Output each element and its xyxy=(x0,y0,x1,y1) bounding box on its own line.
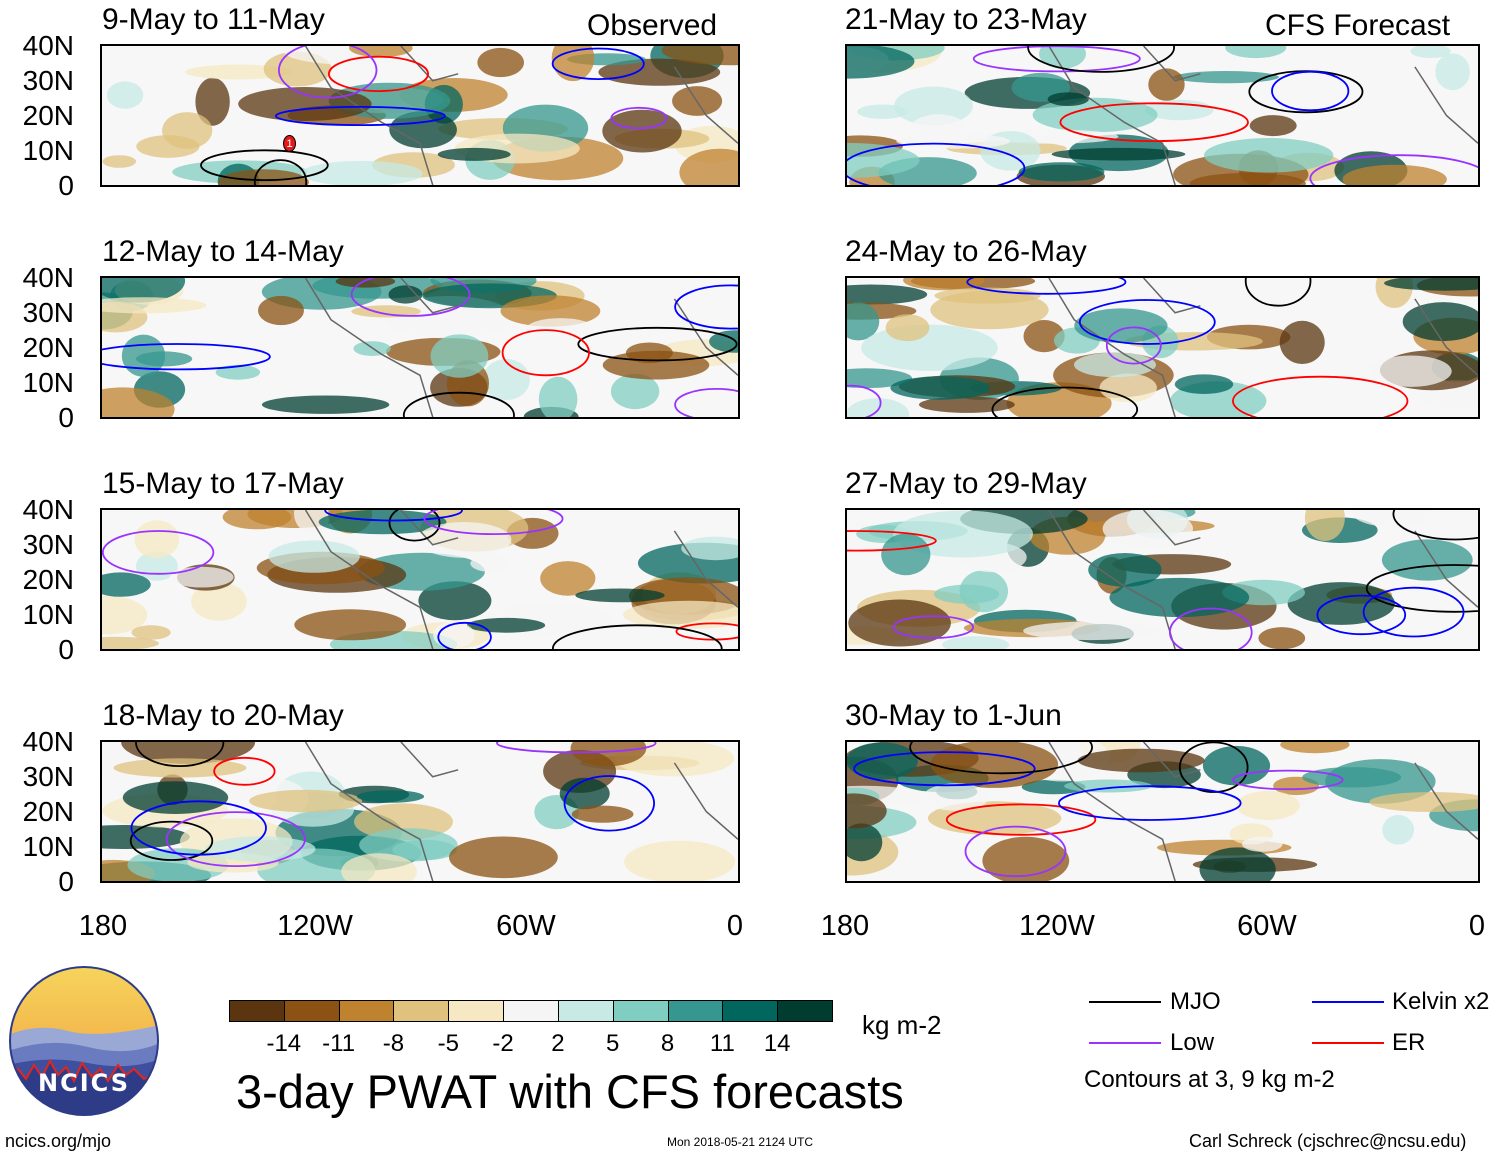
x-label-120w-left: 120W xyxy=(277,910,353,942)
y-label-20n: 20N xyxy=(22,564,74,595)
map-panel-observed-2 xyxy=(100,276,740,419)
ncics-logo-icon xyxy=(9,966,159,1116)
x-label-60w-right: 60W xyxy=(1237,910,1297,942)
panel-title-forecast-2: 24-May to 26-May xyxy=(845,235,1087,268)
legend-label-er: ER xyxy=(1392,1029,1426,1056)
y-label-10n: 10N xyxy=(22,367,74,398)
colorbar-tick-label: 8 xyxy=(660,1030,675,1057)
legend-label-low: Low xyxy=(1170,1029,1215,1056)
colorbar: -14 -11 -8 -5 -2 2 5 8 11 14 xyxy=(229,1000,833,1060)
y-label-40n: 40N xyxy=(22,30,74,61)
colorbar-tick-label: 2 xyxy=(551,1030,565,1057)
colorbar-tick-label: 11 xyxy=(709,1030,735,1057)
map-panel-forecast-3 xyxy=(845,508,1480,651)
panel-title-forecast-1: 21-May to 23-May xyxy=(845,3,1087,36)
map-panel-forecast-2 xyxy=(845,276,1480,419)
legend-line-low xyxy=(1089,1042,1161,1044)
x-label-180-right: 180 xyxy=(820,910,870,942)
colorbar-tick-label: -8 xyxy=(382,1030,405,1057)
map-panel-observed-3 xyxy=(100,508,740,651)
colorbar-tick-label: -11 xyxy=(322,1030,356,1057)
colorbar-swatch xyxy=(503,1000,559,1022)
x-label-0-right: 0 xyxy=(1468,910,1486,942)
legend-line-mjo xyxy=(1089,1001,1161,1003)
y-label-0: 0 xyxy=(58,170,74,201)
legend-label-kelvin: Kelvin x2 xyxy=(1392,988,1490,1015)
x-label-60w-left: 60W xyxy=(496,910,556,942)
y-label-0: 0 xyxy=(58,402,74,433)
y-label-40n: 40N xyxy=(22,262,74,293)
colorbar-swatch xyxy=(777,1000,833,1022)
panel-title-observed-2: 12-May to 14-May xyxy=(102,235,344,268)
y-label-40n: 40N xyxy=(22,494,74,525)
legend-line-er xyxy=(1312,1042,1384,1044)
map-panel-observed-1 xyxy=(100,44,740,187)
y-label-20n: 20N xyxy=(22,332,74,363)
colorbar-tick-label: -5 xyxy=(437,1030,459,1057)
colorbar-swatch xyxy=(722,1000,779,1022)
pwat-anomaly-field xyxy=(847,46,1478,185)
colorbar-units: kg m-2 xyxy=(862,1010,942,1040)
panel-title-forecast-3: 27-May to 29-May xyxy=(845,467,1087,500)
colorbar-tick-label: -14 xyxy=(266,1030,302,1057)
colorbar-swatch xyxy=(283,1000,340,1022)
legend-line-kelvin xyxy=(1312,1001,1384,1003)
ncics-logo: NCICS xyxy=(8,965,160,1117)
pwat-anomaly-field xyxy=(102,742,738,881)
colorbar-swatch xyxy=(667,1000,724,1022)
y-label-20n: 20N xyxy=(22,796,74,827)
pwat-anomaly-field xyxy=(847,742,1478,881)
legend-contour-note: Contours at 3, 9 kg m-2 xyxy=(1084,1066,1335,1093)
x-label-180-left: 180 xyxy=(78,910,128,942)
footer-timestamp: Mon 2018-05-21 2124 UTC xyxy=(667,1135,814,1149)
colorbar-swatch xyxy=(557,1000,614,1022)
logo-text: NCICS xyxy=(38,1069,130,1097)
forecast-header: CFS Forecast xyxy=(1265,9,1451,42)
observed-header: Observed xyxy=(587,9,718,42)
colorbar-tick-label: 14 xyxy=(763,1030,791,1057)
colorbar-tick-label: 5 xyxy=(606,1030,620,1057)
pwat-anomaly-field xyxy=(102,46,738,185)
y-label-10n: 10N xyxy=(22,599,74,630)
pwat-anomaly-field xyxy=(102,278,738,417)
y-label-10n: 10N xyxy=(22,831,74,862)
y-label-10n: 10N xyxy=(22,135,74,166)
colorbar-swatch xyxy=(612,1000,669,1022)
x-label-0-left: 0 xyxy=(726,910,744,942)
colorbar-swatch xyxy=(448,1000,505,1022)
y-label-30n: 30N xyxy=(22,761,74,792)
panel-title-forecast-4: 30-May to 1-Jun xyxy=(845,699,1062,732)
pwat-anomaly-field xyxy=(847,278,1478,417)
colorbar-swatch xyxy=(229,1000,285,1022)
panel-title-observed-3: 15-May to 17-May xyxy=(102,467,344,500)
legend-label-mjo: MJO xyxy=(1170,988,1221,1015)
x-label-120w-right: 120W xyxy=(1019,910,1095,942)
pwat-anomaly-field xyxy=(102,510,738,649)
pwat-anomaly-field xyxy=(847,510,1478,649)
map-panel-forecast-1 xyxy=(845,44,1480,187)
map-panel-forecast-4 xyxy=(845,740,1480,883)
footer-website: ncics.org/mjo xyxy=(5,1131,112,1151)
colorbar-swatch xyxy=(338,1000,395,1022)
colorbar-swatch xyxy=(393,1000,450,1022)
map-panel-observed-4 xyxy=(100,740,740,883)
y-label-0: 0 xyxy=(58,634,74,665)
footer-author: Carl Schreck (cjschrec@ncsu.edu) xyxy=(1189,1131,1467,1151)
main-title: 3-day PWAT with CFS forecasts xyxy=(236,1065,904,1118)
y-label-30n: 30N xyxy=(22,297,74,328)
y-label-40n: 40N xyxy=(22,726,74,757)
y-label-20n: 20N xyxy=(22,100,74,131)
panel-title-observed-1: 9-May to 11-May xyxy=(102,3,325,36)
y-label-30n: 30N xyxy=(22,529,74,560)
y-label-0: 0 xyxy=(58,866,74,897)
colorbar-tick-label: -2 xyxy=(492,1030,514,1057)
y-label-30n: 30N xyxy=(22,65,74,96)
panel-title-observed-4: 18-May to 20-May xyxy=(102,699,344,732)
storm-marker-icon: 1 xyxy=(283,135,296,152)
